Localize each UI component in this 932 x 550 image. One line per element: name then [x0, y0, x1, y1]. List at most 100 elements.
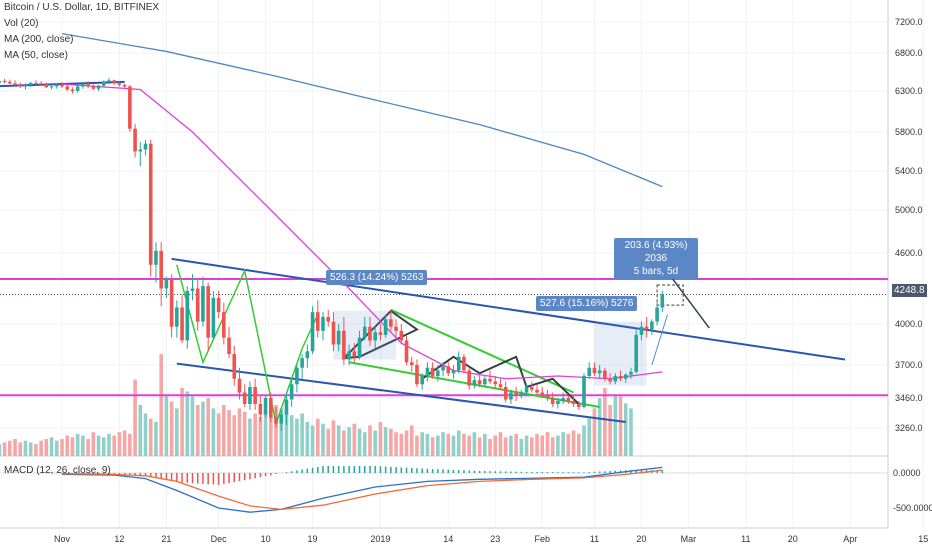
candle-body	[138, 149, 143, 152]
volume-bar	[582, 425, 586, 456]
volume-bar	[0, 444, 2, 456]
volume-bar	[2, 442, 7, 456]
volume-bar	[49, 437, 54, 456]
candle-body	[117, 83, 122, 85]
candle-body	[96, 85, 101, 89]
candle-body	[550, 398, 555, 404]
candle-body	[524, 387, 529, 393]
volume-bar	[222, 405, 226, 456]
volume-bar	[420, 432, 424, 456]
volume-bar	[618, 396, 623, 456]
candle-body	[576, 404, 581, 407]
volume-bar	[107, 433, 111, 456]
candle-body	[101, 81, 106, 86]
ma200-line	[61, 32, 663, 188]
volume-bar	[28, 442, 33, 456]
measure-callout-1[interactable]: 526.3 (14.24%) 5263	[326, 270, 428, 285]
volume-bar	[195, 405, 200, 456]
volume-bar	[117, 432, 122, 456]
candle-body	[441, 366, 445, 371]
candle-body	[514, 392, 518, 396]
volume-bar	[331, 420, 336, 456]
flag-chain	[421, 355, 580, 405]
signal-line	[61, 469, 663, 511]
volume-bar	[342, 430, 346, 456]
volume-bar	[556, 435, 560, 456]
candle-body	[451, 370, 456, 374]
volume-bar	[39, 440, 43, 456]
volume-bar	[436, 435, 440, 456]
price-tick-label: 3460.0	[895, 393, 923, 403]
candle-body	[415, 365, 419, 385]
volume-bar	[133, 379, 137, 456]
candle-body	[18, 84, 23, 87]
volume-bar	[143, 413, 148, 456]
volume-bar	[451, 435, 456, 456]
candle-body	[436, 370, 440, 376]
candle-body	[237, 378, 242, 393]
candles	[0, 78, 665, 431]
volume-bar	[399, 433, 404, 456]
volume-bar	[540, 435, 545, 456]
volume-bar	[571, 430, 576, 456]
candle-body	[206, 286, 210, 338]
volume-bar	[164, 396, 169, 456]
volume-bar	[148, 418, 153, 456]
candle-body	[462, 356, 466, 371]
candle-body	[519, 392, 524, 396]
price-tick-label: 4600.0	[895, 248, 923, 258]
volume-bar	[623, 403, 628, 456]
support-lines	[0, 278, 888, 397]
candle-body	[8, 81, 12, 84]
candle-body	[530, 387, 534, 390]
volume-bar	[545, 432, 550, 456]
volume-bar	[488, 439, 492, 456]
time-tick-label: 14	[443, 534, 453, 544]
candle-body	[269, 398, 273, 418]
candle-body	[477, 380, 482, 385]
candle-body	[216, 297, 221, 313]
candle-body	[13, 83, 17, 85]
candle-body	[342, 330, 346, 360]
volume-bar	[425, 433, 430, 456]
volume-bar	[456, 430, 461, 456]
candle-body	[143, 143, 148, 150]
measure-callout-3[interactable]: 203.6 (4.93%) 2036 5 bars, 5d	[614, 238, 698, 279]
candle-body	[49, 86, 54, 88]
candle-body	[498, 384, 503, 387]
price-tick-label: 5000.0	[895, 205, 923, 215]
candle-body	[467, 370, 471, 386]
volume-bar	[362, 432, 367, 456]
candle-body	[545, 395, 550, 398]
volume-bar	[498, 432, 503, 456]
volume-bars	[0, 354, 633, 456]
volume-bar	[383, 427, 388, 456]
volume-bar	[566, 433, 571, 456]
price-tick-label: 5400.0	[895, 166, 923, 176]
candle-body	[148, 143, 153, 265]
candle-body	[394, 326, 398, 331]
volume-bar	[122, 430, 127, 456]
price-tick-label: 3700.0	[895, 360, 923, 370]
candle-body	[289, 384, 294, 400]
channel-upper-trendline	[171, 257, 846, 361]
candle-body	[368, 326, 372, 341]
price-tick-label: 4000.0	[895, 319, 923, 329]
candle-body	[582, 376, 586, 407]
candle-body	[608, 378, 612, 382]
candle-body	[352, 351, 357, 357]
candle-body	[122, 84, 127, 87]
measure-callout-2[interactable]: 527.6 (15.16%) 5276	[536, 296, 638, 311]
legend-symbol: Bitcoin / U.S. Dollar, 1D, BITFINEX	[4, 2, 160, 13]
volume-bar	[467, 435, 471, 456]
candle-body	[389, 319, 393, 327]
green-zigzag	[176, 264, 319, 427]
legend-ma50: MA (50, close)	[4, 50, 68, 61]
volume-bar	[326, 428, 331, 456]
candle-body	[331, 321, 336, 345]
candle-body	[587, 367, 592, 376]
candle-body	[154, 250, 158, 265]
candle-body	[336, 330, 341, 345]
volume-bar	[336, 425, 341, 456]
